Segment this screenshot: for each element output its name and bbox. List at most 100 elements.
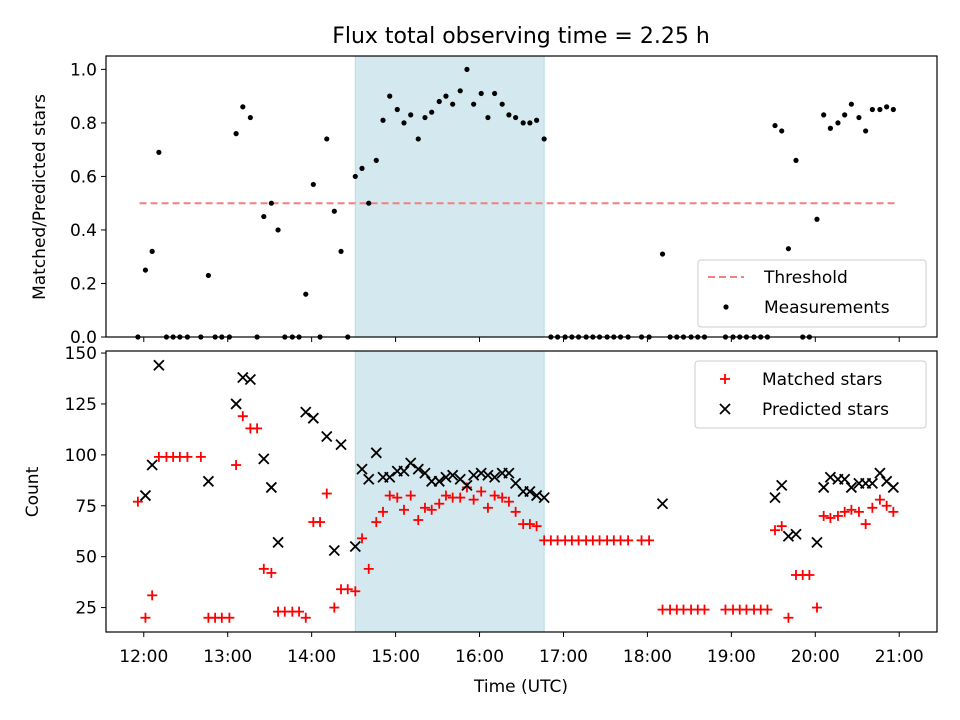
bottom-y-tick-label: 25 bbox=[75, 599, 97, 619]
matched-star-point bbox=[342, 584, 353, 595]
measurement-point bbox=[485, 114, 491, 121]
x-marker-b bbox=[398, 465, 410, 477]
x-marker-b bbox=[454, 473, 466, 485]
measurement-point bbox=[534, 117, 540, 123]
top-legend-box bbox=[697, 259, 927, 328]
measurement-point bbox=[499, 101, 505, 107]
bottom-y-tick-label: 125 bbox=[65, 395, 97, 415]
top-y-tick-label: 0.8 bbox=[70, 114, 97, 134]
measurement-point bbox=[890, 106, 896, 113]
x-marker-b bbox=[272, 536, 284, 549]
predicted-star-point bbox=[384, 471, 396, 483]
x-marker-b bbox=[412, 463, 424, 475]
x-marker-b bbox=[139, 489, 152, 502]
measurement-point bbox=[877, 106, 883, 113]
x-marker-b bbox=[656, 498, 669, 510]
measurement-point bbox=[310, 181, 316, 188]
legend-predicted-swatch-b bbox=[719, 403, 731, 415]
x-tick-label: 13:00 bbox=[203, 647, 252, 667]
matched-star-point bbox=[300, 612, 311, 623]
measurement-point bbox=[478, 90, 484, 97]
measurement-point bbox=[471, 101, 477, 107]
x-marker-b bbox=[782, 530, 795, 542]
measurement-point bbox=[457, 88, 463, 94]
predicted-star-point bbox=[769, 491, 781, 504]
matched-star-point bbox=[266, 567, 277, 578]
matched-star-point bbox=[350, 586, 361, 597]
measurement-point bbox=[149, 248, 155, 254]
matched-star-point bbox=[818, 510, 829, 521]
predicted-star-point bbox=[349, 540, 361, 553]
matched-star-point bbox=[398, 504, 409, 515]
matched-star-point bbox=[384, 490, 395, 501]
measurement-point bbox=[848, 101, 854, 107]
x-marker-b bbox=[839, 473, 851, 485]
matched-star-point bbox=[476, 486, 487, 497]
measurement-point bbox=[415, 136, 421, 142]
x-marker-b bbox=[335, 439, 347, 451]
top-y-tick-label: 0.4 bbox=[70, 221, 97, 241]
matched-star-point bbox=[392, 492, 403, 503]
top-observing-window bbox=[354, 55, 545, 338]
top-axes-frame bbox=[105, 55, 938, 338]
top-panel-ratio: Matched/Predicted stars 0.0 0.2 0.4 0.6 0.8 1… bbox=[30, 55, 938, 348]
measurement-point bbox=[436, 98, 442, 105]
predicted-star-point bbox=[139, 489, 152, 502]
bottom-y-tick-label: 100 bbox=[65, 446, 97, 466]
matched-star-point bbox=[455, 492, 466, 503]
x-marker-b bbox=[440, 471, 452, 483]
measurement-point bbox=[338, 248, 344, 254]
measurement-point bbox=[387, 93, 393, 99]
matched-star-point bbox=[132, 496, 143, 507]
measurement-point bbox=[373, 157, 379, 163]
predicted-star-point bbox=[656, 498, 669, 510]
legend-matched-label: Matched stars bbox=[762, 370, 882, 390]
measurement-point bbox=[772, 122, 778, 129]
matched-star-point bbox=[413, 515, 424, 526]
predicted-star-point bbox=[790, 528, 802, 540]
measurement-point bbox=[429, 109, 435, 115]
predicted-star-point bbox=[244, 373, 257, 386]
x-tick-label: 16:00 bbox=[455, 647, 504, 667]
matched-star-point bbox=[363, 563, 374, 574]
predicted-star-point bbox=[818, 481, 830, 494]
measurement-point bbox=[205, 272, 212, 279]
top-y-tick-label: 0.2 bbox=[70, 274, 97, 294]
matched-star-point bbox=[321, 488, 332, 499]
predicted-star-point bbox=[300, 406, 312, 418]
x-marker-b bbox=[202, 475, 215, 487]
measurement-point bbox=[450, 101, 456, 107]
x-marker-b bbox=[265, 481, 277, 494]
measurement-point bbox=[156, 149, 162, 155]
x-marker-b bbox=[874, 467, 886, 479]
bottom-y-tick-label: 75 bbox=[75, 497, 97, 517]
measurement-point bbox=[394, 106, 400, 113]
x-marker-b bbox=[258, 453, 270, 465]
predicted-star-point bbox=[461, 479, 473, 492]
matched-star-point bbox=[867, 502, 878, 513]
x-marker-b bbox=[146, 459, 158, 471]
x-marker-b bbox=[328, 544, 340, 557]
measurement-point bbox=[659, 251, 666, 257]
measurement-point bbox=[268, 200, 274, 206]
x-marker-b bbox=[769, 491, 781, 504]
measurement-point bbox=[793, 157, 799, 163]
measurement-point bbox=[541, 136, 547, 142]
measurement-point bbox=[506, 112, 512, 118]
matched-star-point bbox=[853, 506, 864, 517]
predicted-star-point bbox=[307, 412, 319, 424]
legend-measurements-swatch bbox=[723, 304, 729, 310]
x-marker-b bbox=[153, 359, 165, 371]
measurement-point bbox=[779, 128, 785, 134]
x-marker-b bbox=[790, 528, 802, 540]
matched-star-point bbox=[405, 490, 416, 501]
x-marker-b bbox=[230, 398, 242, 410]
matched-star-point bbox=[503, 496, 514, 507]
matched-star-point bbox=[623, 535, 634, 546]
x-marker-b bbox=[419, 467, 431, 479]
bottom-y-tick-label: 50 bbox=[75, 548, 97, 568]
matched-star-point bbox=[294, 606, 305, 617]
measurement-point bbox=[785, 246, 792, 252]
bottom-observing-window bbox=[354, 350, 545, 633]
